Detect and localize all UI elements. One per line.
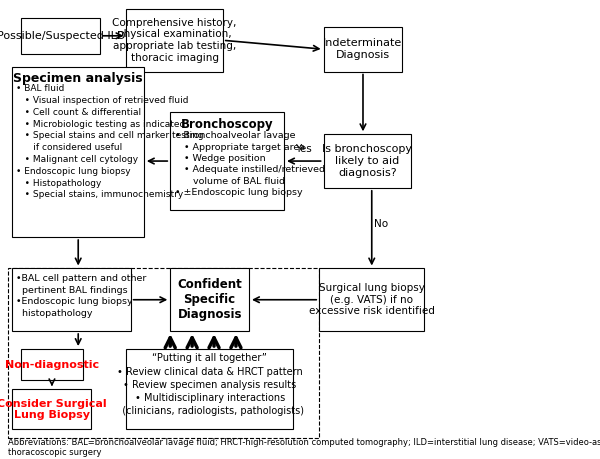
FancyBboxPatch shape — [127, 9, 223, 72]
Text: • BAL fluid
   • Visual inspection of retrieved fluid
   • Cell count & differen: • BAL fluid • Visual inspection of retri… — [16, 84, 203, 199]
Text: Is bronchoscopy
likely to aid
diagnosis?: Is bronchoscopy likely to aid diagnosis? — [322, 145, 412, 178]
FancyBboxPatch shape — [21, 18, 100, 54]
FancyBboxPatch shape — [319, 269, 424, 331]
FancyBboxPatch shape — [323, 134, 411, 188]
Text: Comprehensive history,
physical examination,
appropriate lab testing,
thoracic i: Comprehensive history, physical examinat… — [112, 18, 237, 63]
Text: • Bronchoalveolar lavage
   • Appropriate target area
   • Wedge position
   • A: • Bronchoalveolar lavage • Appropriate t… — [175, 131, 325, 197]
FancyBboxPatch shape — [170, 269, 249, 331]
FancyBboxPatch shape — [13, 269, 131, 331]
Text: •BAL cell pattern and other
  pertinent BAL findings
•Endoscopic lung biopsy
  h: •BAL cell pattern and other pertinent BA… — [16, 274, 146, 318]
Text: Specimen analysis: Specimen analysis — [13, 73, 143, 85]
Text: No: No — [374, 218, 388, 229]
Text: Indeterminate
Diagnosis: Indeterminate Diagnosis — [323, 39, 403, 60]
Text: Bronchoscopy: Bronchoscopy — [181, 118, 274, 131]
FancyBboxPatch shape — [13, 67, 144, 237]
FancyBboxPatch shape — [323, 27, 403, 72]
Text: Yes: Yes — [295, 144, 312, 154]
FancyBboxPatch shape — [13, 389, 91, 430]
Text: Abbreviations: BAL=bronchoalveolar lavage fluid; HRCT-high-resolution computed t: Abbreviations: BAL=bronchoalveolar lavag… — [8, 437, 600, 457]
Text: Possible/Suspected ILD: Possible/Suspected ILD — [0, 31, 125, 41]
Text: Surgical lung biopsy
(e.g. VATS) if no
excessive risk identified: Surgical lung biopsy (e.g. VATS) if no e… — [309, 283, 434, 316]
Text: “Putting it all together”
• Review clinical data & HRCT pattern
• Review specime: “Putting it all together” • Review clini… — [116, 353, 304, 416]
FancyBboxPatch shape — [170, 112, 284, 210]
Text: Confident
Specific
Diagnosis: Confident Specific Diagnosis — [177, 278, 242, 321]
FancyBboxPatch shape — [21, 349, 83, 380]
Text: Non-diagnostic: Non-diagnostic — [5, 359, 99, 369]
Text: Consider Surgical
Lung Biopsy: Consider Surgical Lung Biopsy — [0, 398, 107, 420]
FancyBboxPatch shape — [127, 349, 293, 430]
